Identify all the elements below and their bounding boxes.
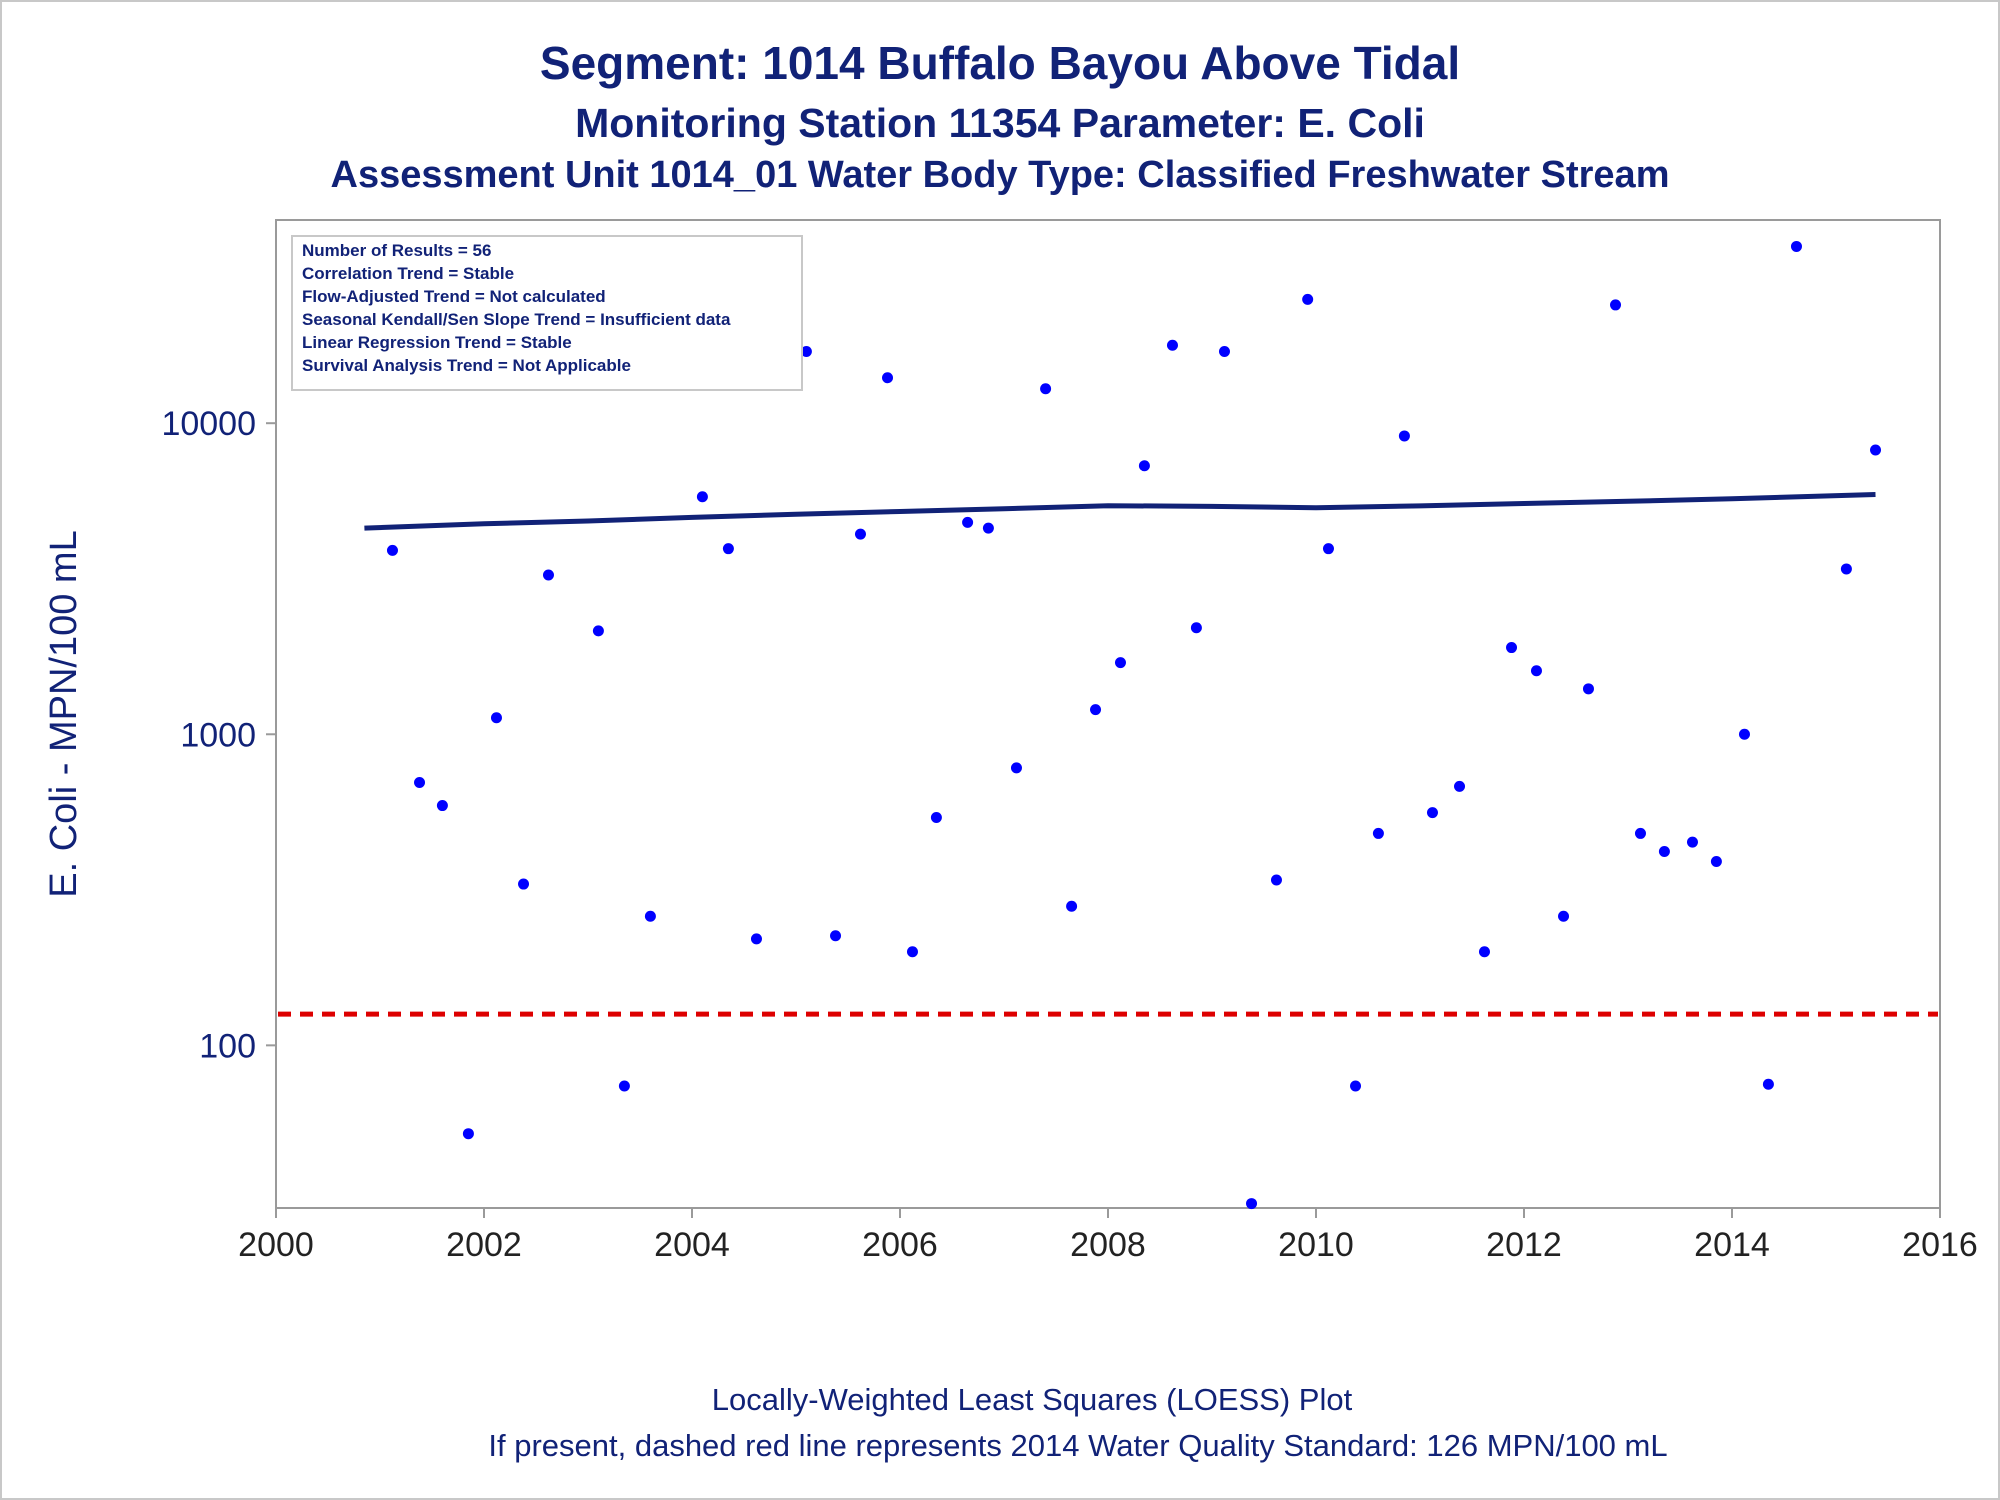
data-point (386, 544, 398, 556)
data-point (1190, 622, 1202, 634)
y-axis-label: E. Coli - MPN/100 mL (43, 530, 85, 897)
y-tick-label: 10000 (161, 405, 256, 443)
x-tick-label: 2012 (1486, 1226, 1562, 1264)
data-point (854, 528, 866, 540)
x-tick-label: 2002 (446, 1226, 522, 1264)
y-tick-label: 100 (199, 1027, 256, 1065)
x-tick-label: 2004 (654, 1226, 730, 1264)
stats-line: Correlation Trend = Stable (302, 264, 514, 283)
data-point (1582, 683, 1594, 695)
data-point (1840, 563, 1852, 575)
data-point (1066, 900, 1078, 912)
data-point (1530, 665, 1542, 677)
data-point (930, 812, 942, 824)
data-point (1246, 1198, 1258, 1210)
data-point (414, 776, 426, 788)
data-point (1426, 807, 1438, 819)
data-point (618, 1080, 630, 1092)
data-point (1686, 836, 1698, 848)
chart-title: Segment: 1014 Buffalo Bayou Above Tidal (539, 37, 1461, 89)
data-point (1610, 299, 1622, 311)
x-tick-label: 2014 (1694, 1226, 1770, 1264)
data-point (1090, 704, 1102, 716)
data-point (962, 516, 974, 528)
data-point (462, 1128, 474, 1140)
loess-line (364, 492, 1876, 531)
data-point (490, 712, 502, 724)
data-point (1454, 780, 1466, 792)
data-point (830, 930, 842, 942)
chart-subtitle-2: Assessment Unit 1014_01 Water Body Type:… (330, 154, 1670, 196)
stats-box-layer: Number of Results = 56 Correlation Trend … (291, 235, 803, 391)
stats-box (291, 235, 803, 391)
footnote-loess: Locally-Weighted Least Squares (LOESS) P… (711, 1382, 1353, 1417)
x-tick-label: 2006 (862, 1226, 938, 1264)
data-point (1372, 827, 1384, 839)
data-point (518, 878, 530, 890)
data-point (750, 933, 762, 945)
footnote-standard: If present, dashed red line represents 2… (488, 1428, 1668, 1463)
data-point (722, 543, 734, 555)
series-layer (278, 240, 1938, 1210)
x-tick-label: 2000 (238, 1226, 314, 1264)
data-point (1790, 240, 1802, 252)
data-point (1658, 845, 1670, 857)
data-point (1138, 460, 1150, 472)
data-point (696, 491, 708, 503)
data-point (644, 910, 656, 922)
stats-line: Flow-Adjusted Trend = Not calculated (302, 287, 606, 306)
data-point (882, 372, 894, 384)
data-point (436, 800, 448, 812)
stats-line: Seasonal Kendall/Sen Slope Trend = Insuf… (302, 310, 731, 329)
chart-subtitle: Monitoring Station 11354 Parameter: E. C… (575, 100, 1425, 146)
data-point (982, 522, 994, 534)
data-point (1506, 642, 1518, 654)
data-point (1762, 1078, 1774, 1090)
data-point (1270, 874, 1282, 886)
x-tick-label: 2016 (1902, 1226, 1978, 1264)
data-point (1634, 827, 1646, 839)
stats-line: Linear Regression Trend = Stable (302, 333, 572, 352)
data-point (906, 946, 918, 958)
x-tick-label: 2008 (1070, 1226, 1146, 1264)
data-point (1218, 346, 1230, 358)
data-point (592, 625, 604, 637)
data-point (1558, 910, 1570, 922)
data-point (1478, 946, 1490, 958)
data-point (800, 346, 812, 358)
data-point (1166, 339, 1178, 351)
data-point (1710, 855, 1722, 867)
data-point (1010, 762, 1022, 774)
data-point (1302, 293, 1314, 305)
axes-layer: 2000 2002 2004 2006 2008 2010 2012 2014 2016 100 1… (43, 219, 1978, 1264)
data-point (1322, 543, 1334, 555)
y-tick-label: 1000 (180, 716, 256, 754)
data-point (542, 569, 554, 581)
stats-line: Survival Analysis Trend = Not Applicable (302, 356, 631, 375)
data-point (1870, 444, 1882, 456)
stats-line: Number of Results = 56 (302, 241, 491, 260)
x-tick-label: 2010 (1278, 1226, 1354, 1264)
data-point (1114, 657, 1126, 669)
data-point (1738, 728, 1750, 740)
data-point (1398, 430, 1410, 442)
data-point (1040, 383, 1052, 395)
data-point (1350, 1080, 1362, 1092)
